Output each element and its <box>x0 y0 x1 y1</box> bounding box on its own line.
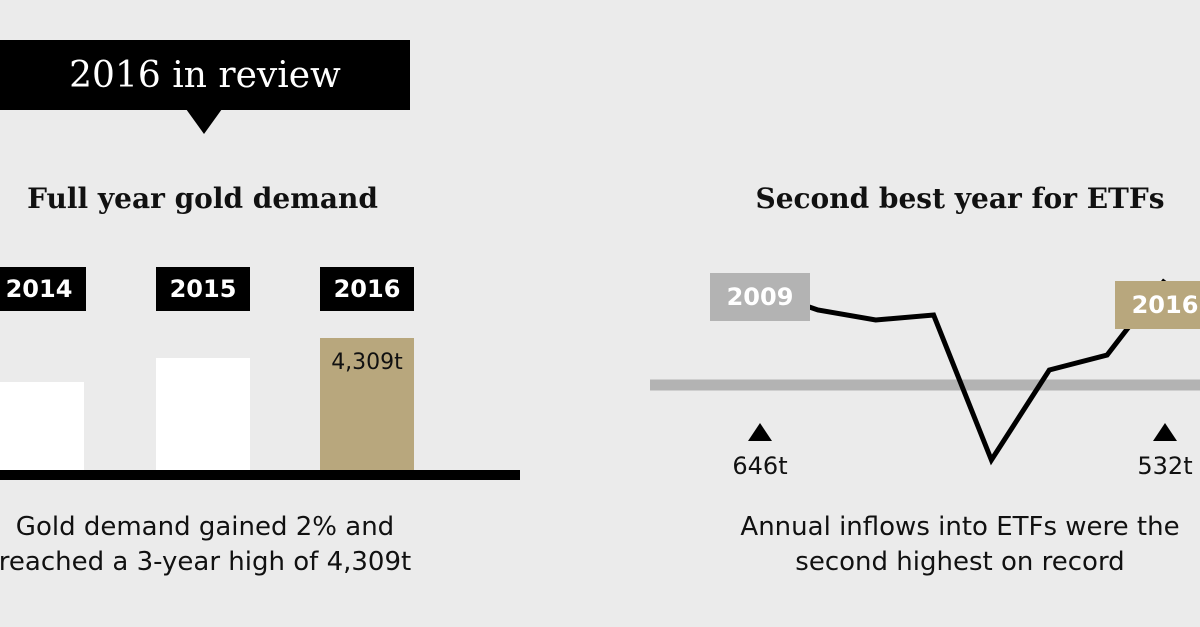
banner-title: 2016 in review <box>0 40 410 110</box>
right-caption: Annual inflows into ETFs were the second… <box>690 510 1200 580</box>
bar-category-label: 2016 <box>320 267 414 311</box>
left-caption-line: reached a 3-year high of 4,309t <box>0 547 412 578</box>
start-value-label: 646t <box>732 452 788 480</box>
banner-pointer <box>186 109 222 134</box>
left-caption-line: Gold demand gained 2% and <box>15 512 395 542</box>
bar-2014 <box>0 382 84 470</box>
right-chart-title: Second best year for ETFs <box>755 182 1165 215</box>
bar-value-label: 4,309t <box>331 350 403 375</box>
right-caption-line: Annual inflows into ETFs were the <box>740 512 1180 542</box>
end-year-label: 2016 <box>1115 281 1200 329</box>
etf-series-line <box>759 278 1167 466</box>
triangle-marker-icon <box>1153 423 1177 441</box>
etf-line-chart <box>650 278 1200 466</box>
left-caption: Gold demand gained 2% and reached a 3-ye… <box>0 510 440 580</box>
bar-category-label: 2015 <box>156 267 250 311</box>
bar-category-label: 2014 <box>0 267 86 311</box>
left-chart-title: Full year gold demand <box>27 182 378 215</box>
start-year-label: 2009 <box>710 273 810 321</box>
right-caption-line: second highest on record <box>795 547 1125 578</box>
triangle-marker-icon <box>748 423 772 441</box>
bar-2016 <box>320 338 414 470</box>
bar-chart-baseline <box>0 470 520 480</box>
end-value-label: 532t <box>1137 452 1193 480</box>
bar-2015 <box>156 358 250 470</box>
